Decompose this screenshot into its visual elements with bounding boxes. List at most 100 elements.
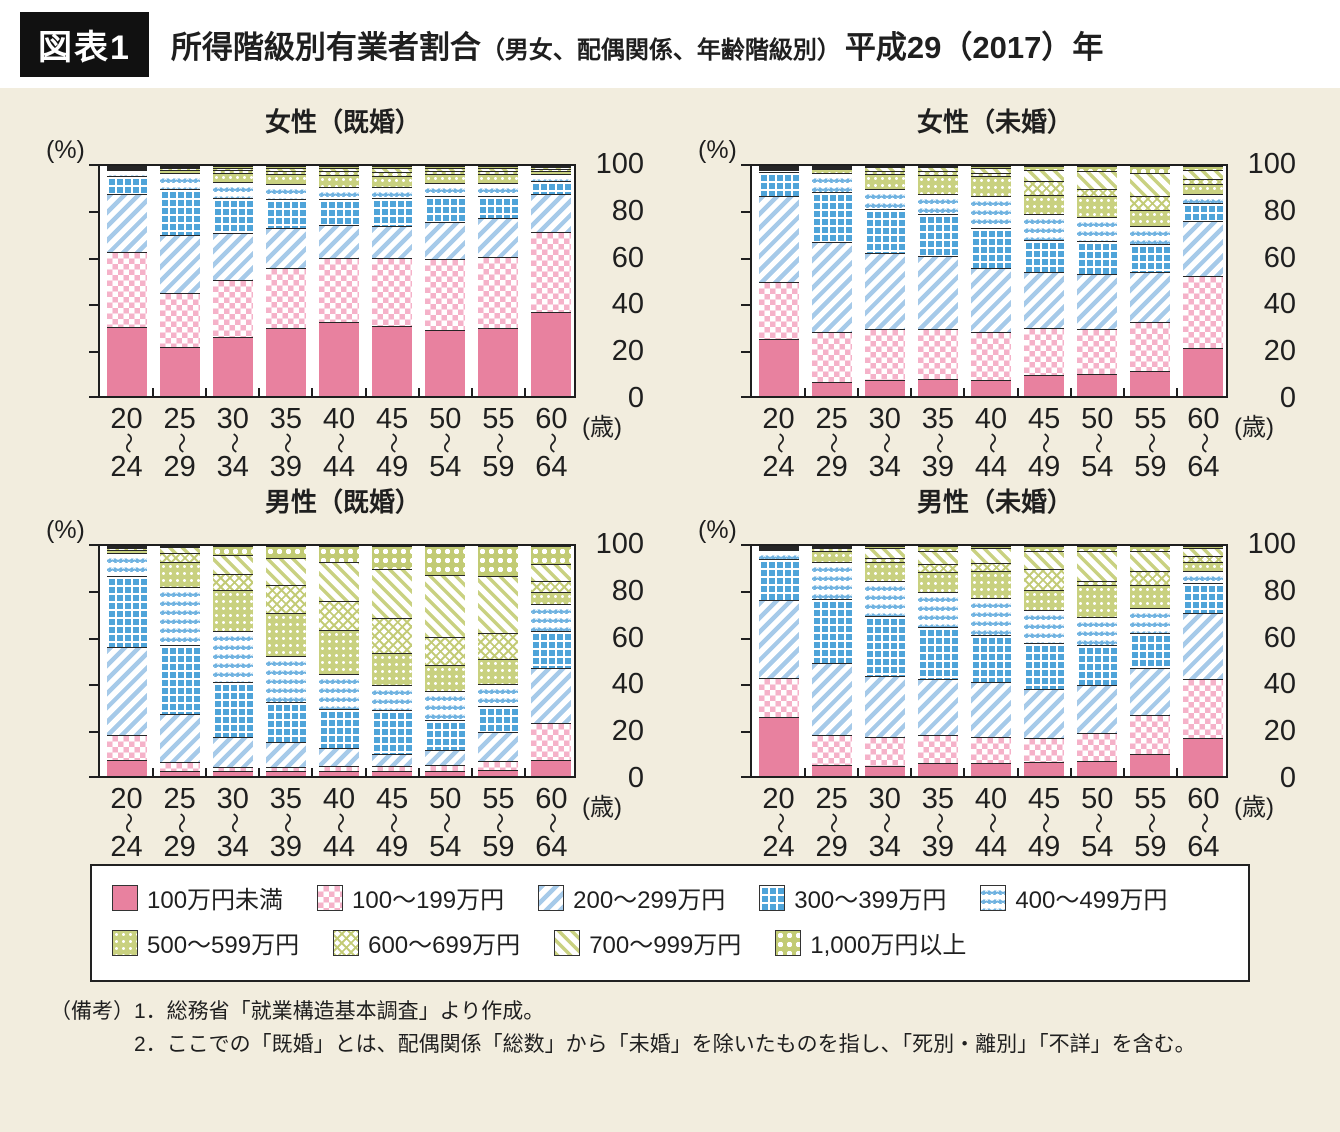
x-label-part: 25 <box>163 783 196 815</box>
legend-label: 100万円未満 <box>147 887 284 914</box>
bar-segment <box>265 167 306 171</box>
bar-segment <box>319 771 359 776</box>
x-axis-unit: (歳) <box>582 794 622 821</box>
bar-segment <box>917 170 958 176</box>
bar-segment <box>106 548 147 550</box>
bar-segment <box>917 546 958 551</box>
chart-body: (%) 20 〜 24 25 〜 29 30 〜 34 35 〜 39 40 〜 44 45 〜 49 50 〜 54 5… <box>680 134 1310 482</box>
bar-segment <box>758 547 799 548</box>
bar-segment <box>531 592 572 604</box>
bar-segment <box>811 548 852 551</box>
bar-segment <box>864 580 905 617</box>
bar-segment <box>478 166 519 168</box>
y-tick-mark <box>741 164 750 166</box>
bar-segment <box>811 242 852 332</box>
bar-segment <box>372 198 413 226</box>
x-label-part: 39 <box>269 451 302 483</box>
figure-title-year: 平成29（2017）年 <box>844 29 1104 65</box>
x-tick-mark <box>417 768 420 776</box>
x-label-part: 30 <box>868 783 901 815</box>
x-label-part: 〜 <box>820 812 844 834</box>
bar-segment <box>917 592 958 627</box>
legend-swatch <box>538 884 565 911</box>
bar-segment <box>106 549 147 553</box>
bar-segment <box>864 167 905 171</box>
bar-segment <box>864 174 905 190</box>
x-label-part: 20 <box>110 783 143 815</box>
bar-segment <box>1024 166 1065 170</box>
legend-swatch <box>759 884 786 911</box>
chart-male-unmarried: 男性（未婚） (%) 20 〜 24 25 〜 29 30 〜 34 35 〜 39 40 〜 44 45 〜 4… <box>680 478 1310 862</box>
x-tick-mark <box>417 388 420 396</box>
y-tick-mark <box>89 396 98 398</box>
legend-item: 100万円未満 <box>112 880 283 915</box>
stacked-bar-35〜39 <box>265 546 306 776</box>
bar-segment <box>212 170 253 173</box>
bar-segment <box>319 186 359 200</box>
y-tick-label: 40 <box>611 668 644 701</box>
legend-swatch <box>317 884 344 911</box>
bar-segment <box>478 183 519 196</box>
x-label-part: 35 <box>269 403 302 435</box>
bar-segment <box>864 208 905 254</box>
bar-segment <box>159 771 200 776</box>
y-tick-mark <box>741 257 750 260</box>
bar-segment <box>319 199 359 225</box>
stacked-bar-45〜49 <box>372 166 413 396</box>
legend-swatch <box>775 929 802 956</box>
x-label-part: 50 <box>429 783 462 815</box>
bar-segment <box>212 631 253 682</box>
bar-segment <box>758 549 799 550</box>
bar-segment <box>319 709 359 749</box>
x-axis-unit: (歳) <box>582 414 622 441</box>
bar-segment <box>917 175 958 194</box>
bar-segment <box>372 168 413 172</box>
x-label-part: 〜 <box>434 812 458 834</box>
bar-segment <box>531 564 572 581</box>
bar-segment <box>1130 667 1171 716</box>
x-category-label: 40 〜 44 <box>963 784 1019 862</box>
bar-segment <box>531 312 572 396</box>
x-label-part: 49 <box>375 451 409 483</box>
x-label-part: 64 <box>535 451 568 483</box>
bar-segment <box>1130 754 1171 776</box>
bar-segment <box>478 328 519 396</box>
bar-segment <box>212 771 253 776</box>
bar-segment <box>425 259 466 331</box>
x-label-part: 25 <box>815 783 848 815</box>
figure-panel: 女性（既婚） (%) 20 〜 24 25 〜 29 30 〜 34 35 〜 39 40 〜 44 45 〜 4… <box>0 88 1340 1132</box>
bar-segment <box>531 580 572 593</box>
bar-segment <box>1077 550 1118 581</box>
x-label-part: 〜 <box>540 812 564 834</box>
bar-segment <box>917 550 958 565</box>
legend-item: 500〜599万円 <box>112 925 299 960</box>
bar-segment <box>1077 189 1118 196</box>
bar-segment <box>917 167 958 171</box>
bar-segment <box>531 193 572 232</box>
bar-segment <box>531 546 572 565</box>
bar-segment <box>212 736 253 767</box>
bar-segment <box>159 172 200 190</box>
bar-segment <box>971 763 1011 776</box>
x-tick-mark <box>364 388 367 396</box>
stacked-bar-30〜34 <box>864 546 905 776</box>
bar-segment <box>1130 172 1171 196</box>
bar-segment <box>319 748 359 766</box>
x-label-part: 40 <box>974 783 1008 815</box>
bar-segment <box>1130 571 1171 586</box>
bar-segment <box>531 180 572 194</box>
x-label-part: 〜 <box>328 432 351 454</box>
bar-segment <box>1024 375 1065 396</box>
bar-segment <box>212 232 253 280</box>
bar-segment <box>425 546 466 575</box>
bar-segment <box>372 765 413 772</box>
y-tick-label: 0 <box>1279 762 1296 794</box>
x-tick-mark <box>1016 768 1019 776</box>
bar-segment <box>212 279 253 338</box>
bar-segment <box>971 168 1011 173</box>
legend-label: 400〜499万円 <box>1015 887 1168 914</box>
x-tick-mark <box>1016 388 1019 396</box>
x-category-label: 50 〜 54 <box>417 784 473 862</box>
bar-segment <box>265 268 306 329</box>
bar-segment <box>1077 644 1118 686</box>
